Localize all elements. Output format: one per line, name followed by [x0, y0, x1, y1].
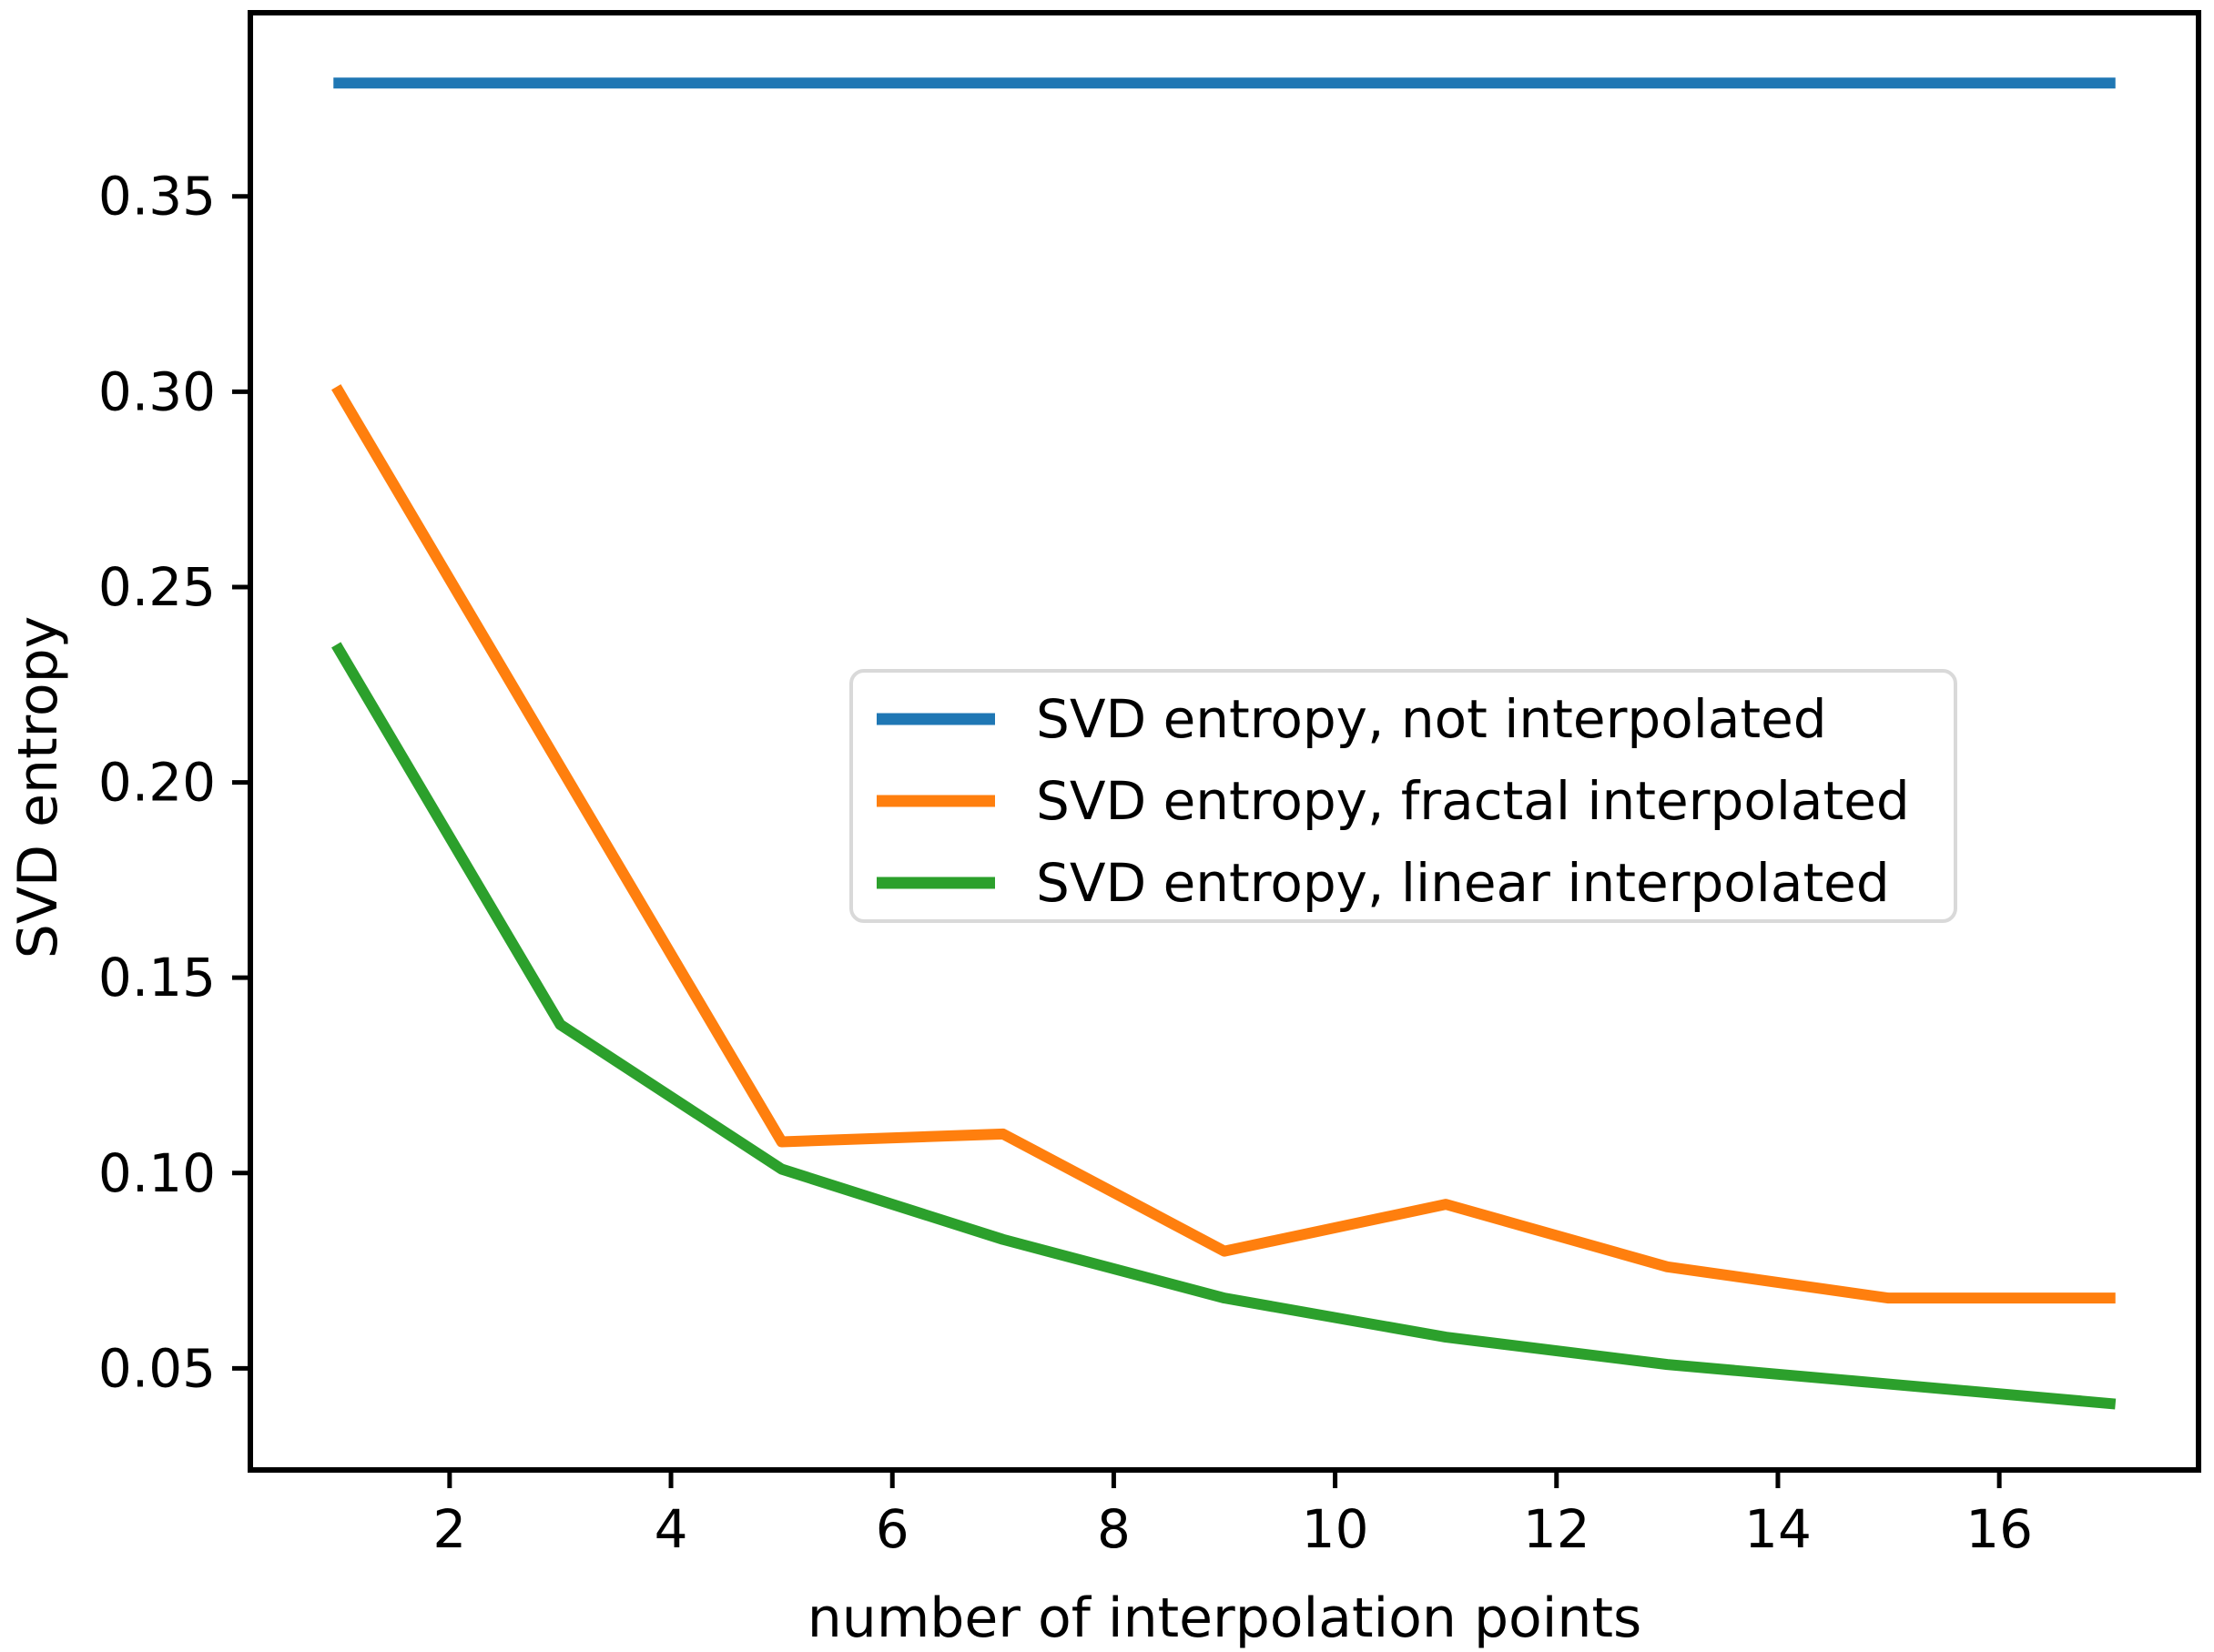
series-line-2	[331, 642, 2117, 1410]
legend-row: SVD entropy, linear interpolated	[877, 852, 1890, 914]
y-tick-label: 0.35	[98, 166, 216, 228]
x-tick-label: 14	[1744, 1498, 1812, 1560]
x-tick-label: 8	[1097, 1498, 1131, 1560]
x-tick-label: 12	[1523, 1498, 1590, 1560]
legend-row: SVD entropy, not interpolated	[877, 688, 1827, 750]
series-line-1	[331, 384, 2116, 1304]
x-axis-label: number of interpolation points	[807, 1586, 1641, 1650]
plot-border	[248, 10, 2201, 1473]
y-tick-label: 0.25	[98, 556, 216, 618]
series-lines	[331, 77, 2117, 1410]
y-tick-label: 0.30	[98, 360, 216, 422]
y-tick-label: 0.05	[98, 1337, 216, 1399]
y-tick-label: 0.20	[98, 752, 216, 814]
legend-label-fractal-interpolated: SVD entropy, fractal interpolated	[1036, 770, 1910, 832]
y-axis-label: SVD entropy	[6, 616, 70, 959]
y-tick-label: 0.15	[98, 947, 216, 1008]
legend-row: SVD entropy, fractal interpolated	[877, 770, 1910, 832]
legend-label-linear-interpolated: SVD entropy, linear interpolated	[1036, 852, 1890, 914]
x-tick-label: 2	[432, 1498, 466, 1560]
x-tick-label: 16	[1965, 1498, 2033, 1560]
legend-box	[849, 669, 1957, 923]
x-tick-label: 10	[1302, 1498, 1369, 1560]
legend-label-not-interpolated: SVD entropy, not interpolated	[1036, 688, 1827, 750]
x-axis-ticks: 2 4 6 8 10 12 14 16	[432, 1470, 2033, 1560]
x-tick-label: 6	[876, 1498, 909, 1560]
y-axis-ticks: 0.05 0.10 0.15 0.20 0.25 0.30 0.35	[98, 166, 250, 1399]
x-tick-label: 4	[655, 1498, 688, 1560]
y-tick-label: 0.10	[98, 1142, 216, 1204]
legend: SVD entropy, not interpolated SVD entrop…	[849, 669, 1957, 923]
